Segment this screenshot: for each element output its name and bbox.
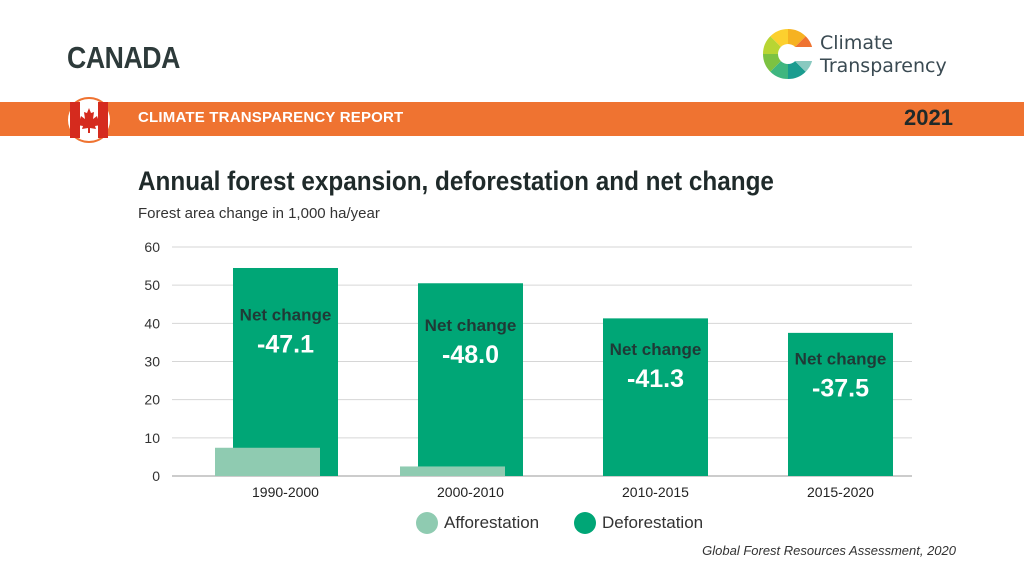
y-tick-label: 50	[144, 277, 160, 293]
y-tick-label: 60	[144, 239, 160, 255]
climate-transparency-logo-icon	[762, 28, 816, 80]
net-change-value: -48.0	[442, 341, 499, 369]
legend-label-deforestation: Deforestation	[602, 513, 704, 532]
legend-label-afforestation: Afforestation	[444, 513, 540, 532]
logo-text-line1: Climate	[820, 32, 894, 54]
net-change-value: -41.3	[627, 365, 684, 393]
afforestation-swatch	[416, 512, 438, 534]
net-change-label: Net change	[610, 340, 702, 359]
x-tick-label: 2000-2010	[437, 484, 504, 500]
country-title: CANADA	[67, 40, 180, 75]
report-band	[0, 102, 1024, 136]
net-change-value: -37.5	[812, 375, 869, 403]
report-year: 2021	[904, 105, 953, 130]
y-tick-label: 20	[144, 392, 160, 408]
deforestation-bar	[603, 318, 708, 476]
afforestation-bar	[215, 447, 320, 476]
y-tick-label: 30	[144, 354, 160, 370]
x-tick-label: 2010-2015	[622, 484, 689, 500]
report-label: CLIMATE TRANSPARENCY REPORT	[138, 109, 404, 126]
chart-subtitle: Forest area change in 1,000 ha/year	[138, 205, 380, 222]
deforestation-bar	[233, 267, 338, 476]
legend-item-deforestation: Deforestation	[574, 512, 703, 534]
flag-badge	[66, 97, 112, 143]
net-change-value: -47.1	[257, 331, 314, 359]
x-tick-label: 1990-2000	[252, 484, 319, 500]
deforestation-bar	[418, 283, 523, 476]
y-tick-label: 0	[152, 468, 160, 484]
net-change-label: Net change	[425, 316, 517, 335]
maple-leaf-flag-icon	[70, 102, 108, 138]
logo-text-line2: Transparency	[820, 55, 947, 77]
climate-transparency-logo: Climate Transparency	[760, 26, 960, 86]
source-note: Global Forest Resources Assessment, 2020	[702, 543, 956, 558]
afforestation-bar	[400, 466, 505, 476]
legend-item-afforestation: Afforestation	[416, 512, 539, 534]
chart-title: Annual forest expansion, deforestation a…	[138, 166, 774, 196]
x-tick-label: 2015-2020	[807, 484, 874, 500]
y-tick-label: 40	[144, 315, 160, 331]
y-tick-label: 10	[144, 430, 160, 446]
deforestation-swatch	[574, 512, 596, 534]
deforestation-bar	[788, 332, 893, 476]
net-change-label: Net change	[240, 306, 332, 325]
net-change-label: Net change	[795, 350, 887, 369]
